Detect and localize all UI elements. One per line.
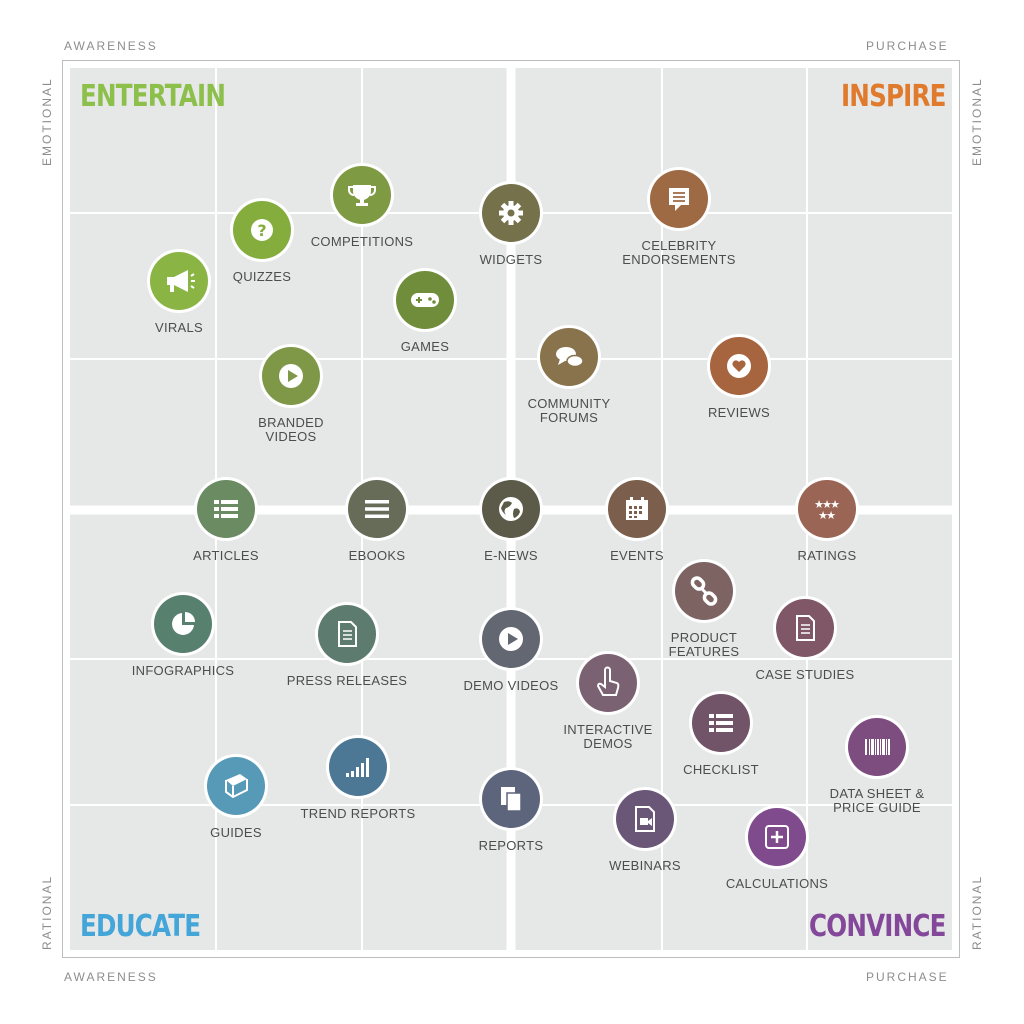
video-file-icon xyxy=(616,790,674,848)
content-node-label: COMPETITIONS xyxy=(310,234,414,249)
plus-box-icon xyxy=(748,808,806,866)
content-node-label: PRESS RELEASES xyxy=(286,673,408,688)
gamepad-icon xyxy=(396,271,454,329)
axis-label-left-top: EMOTIONAL xyxy=(40,77,54,166)
barcode-icon xyxy=(848,718,906,776)
document-icon xyxy=(318,605,376,663)
link-icon xyxy=(675,562,733,620)
trophy-icon xyxy=(333,166,391,224)
play-icon xyxy=(482,610,540,668)
quadrant-title-inspire: INSPIRE xyxy=(841,79,946,114)
axis-label-top-left: AWARENESS xyxy=(64,39,158,53)
content-node-label: INTERACTIVE DEMOS xyxy=(563,722,653,751)
svg-text:?: ? xyxy=(257,221,266,240)
content-node-label: VIRALS xyxy=(154,320,204,335)
chat-icon xyxy=(650,170,708,228)
menu-icon xyxy=(348,480,406,538)
play-icon xyxy=(262,347,320,405)
stars-icon: ★ ★ ★ ★ ★ xyxy=(798,480,856,538)
content-node-label: CHECKLIST xyxy=(683,762,759,777)
axis-label-bottom-right: PURCHASE xyxy=(866,970,949,984)
content-node-label: REPORTS xyxy=(478,838,544,853)
content-node-label: WIDGETS xyxy=(479,252,543,267)
content-node-label: CELEBRITY ENDORSEMENTS xyxy=(622,238,736,267)
content-node-label: CASE STUDIES xyxy=(755,667,855,682)
content-node-label: INFOGRAPHICS xyxy=(131,663,235,678)
quadrant-title-convince: CONVINCE xyxy=(809,909,946,944)
content-node-label: PRODUCT FEATURES xyxy=(668,630,740,659)
content-node-label: ARTICLES xyxy=(193,548,259,563)
megaphone-icon xyxy=(150,252,208,310)
content-node-label: TREND REPORTS xyxy=(300,806,416,821)
gear-icon xyxy=(482,184,540,242)
list-icon xyxy=(197,480,255,538)
axis-label-right-top: EMOTIONAL xyxy=(970,77,984,166)
pie-chart-icon xyxy=(154,595,212,653)
svg-text:★: ★ xyxy=(818,509,828,522)
content-node-label: RATINGS xyxy=(797,548,857,563)
bar-signal-icon xyxy=(329,738,387,796)
content-node-label: GAMES xyxy=(400,339,450,354)
calendar-icon xyxy=(608,480,666,538)
content-node-label: REVIEWS xyxy=(707,405,771,420)
content-node-label: BRANDED VIDEOS xyxy=(258,415,324,444)
svg-text:★: ★ xyxy=(814,498,824,511)
question-icon: ? xyxy=(233,201,291,259)
documents-icon xyxy=(482,770,540,828)
content-node-label: EVENTS xyxy=(610,548,664,563)
heart-icon xyxy=(710,337,768,395)
chat-bubbles-icon xyxy=(540,328,598,386)
content-node-label: E-NEWS xyxy=(484,548,538,563)
content-node-label: QUIZZES xyxy=(232,269,292,284)
content-node-label: GUIDES xyxy=(210,825,262,840)
quadrant-title-entertain: ENTERTAIN xyxy=(80,79,226,114)
svg-text:★: ★ xyxy=(822,498,832,511)
quadrant-title-educate: EDUCATE xyxy=(80,909,201,944)
axis-label-left-bottom: RATIONAL xyxy=(40,874,54,950)
list-icon xyxy=(692,694,750,752)
content-node-label: DATA SHEET & PRICE GUIDE xyxy=(829,786,925,815)
content-node-label: EBOOKS xyxy=(348,548,406,563)
globe-icon xyxy=(482,480,540,538)
hand-pointer-icon xyxy=(579,654,637,712)
content-node-label: WEBINARS xyxy=(609,858,681,873)
axis-label-bottom-left: AWARENESS xyxy=(64,970,158,984)
content-node-label: COMMUNITY FORUMS xyxy=(527,396,611,425)
content-node-label: CALCULATIONS xyxy=(725,876,829,891)
svg-text:★: ★ xyxy=(826,509,836,522)
document-icon xyxy=(776,599,834,657)
axis-label-right-bottom: RATIONAL xyxy=(970,874,984,950)
svg-text:★: ★ xyxy=(830,498,840,511)
axis-label-top-right: PURCHASE xyxy=(866,39,949,53)
book-icon xyxy=(207,757,265,815)
content-node-label: DEMO VIDEOS xyxy=(463,678,559,693)
